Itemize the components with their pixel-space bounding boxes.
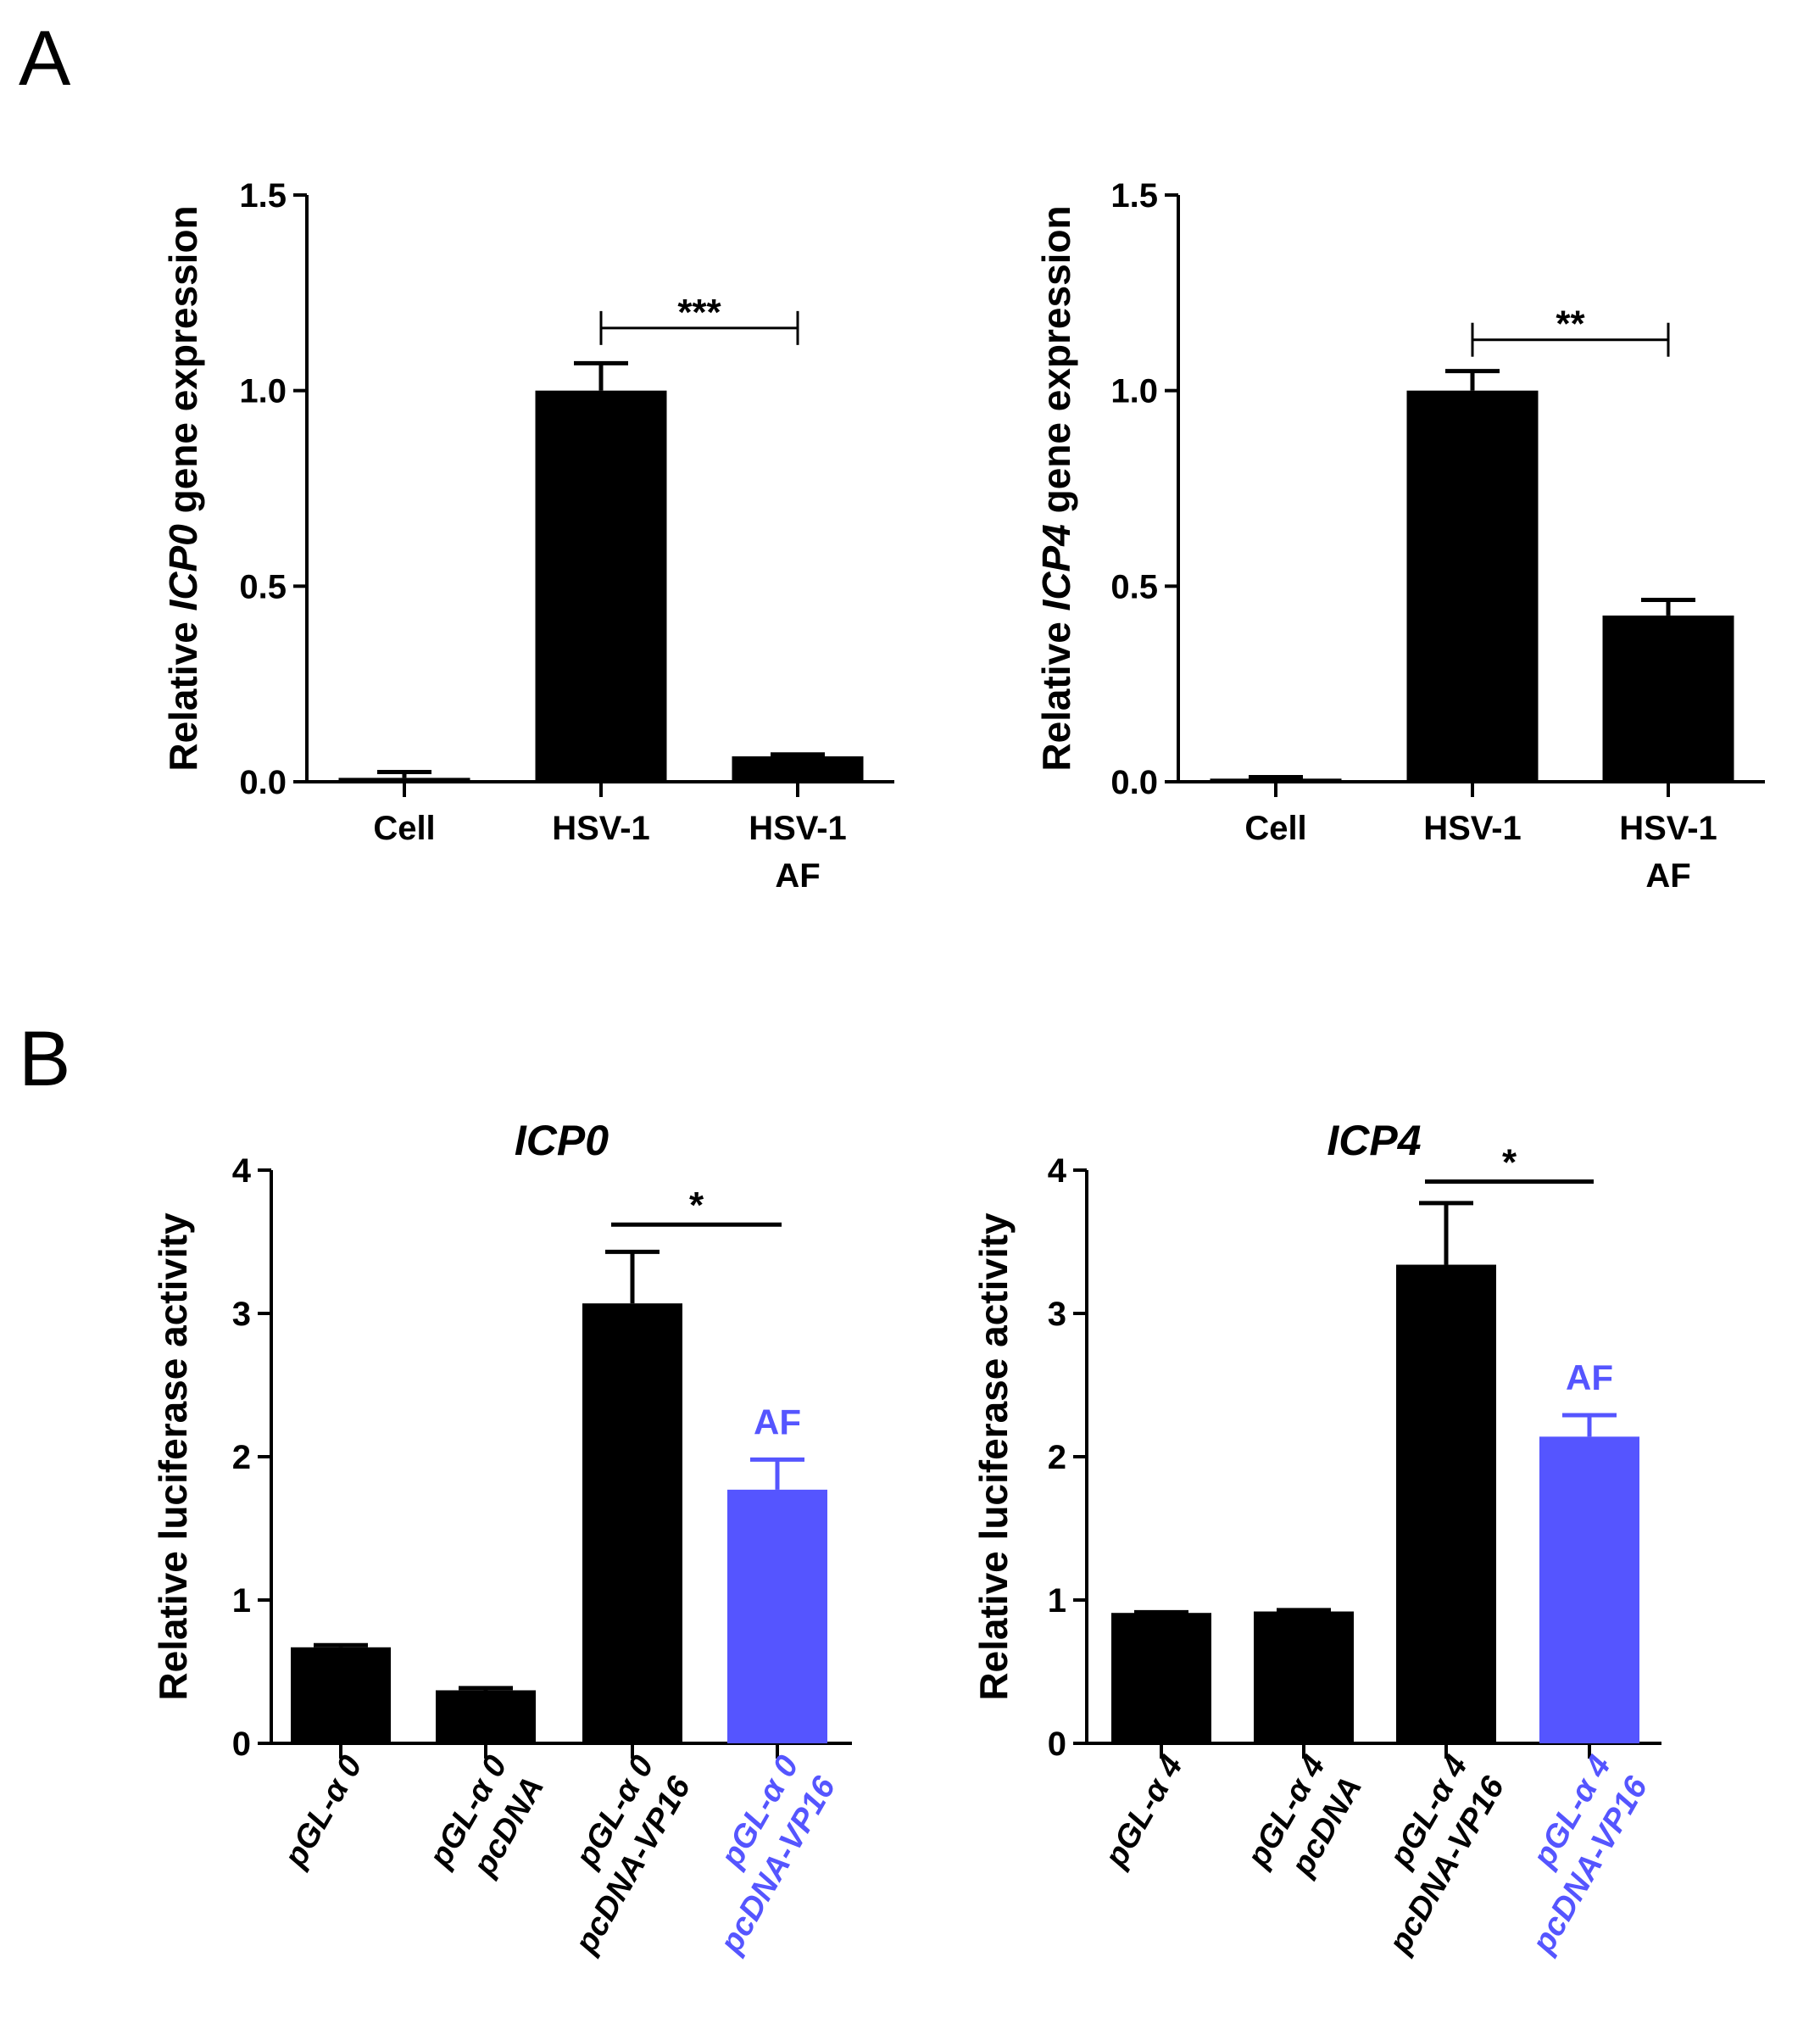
chart-title: ICP4 xyxy=(1327,1117,1421,1164)
panel-label-a: A xyxy=(19,15,71,102)
chart-icp4-luciferase: 0 1 2 3 4 Relative luciferase activity ICP4 pGL… xyxy=(971,1117,1661,1960)
chart-icp0-luciferase: 0 1 2 3 4 Relative luciferase activity ICP0 pGL… xyxy=(151,1117,852,1960)
bar xyxy=(1210,778,1342,782)
y-axis-label: Relative luciferase activity xyxy=(971,1213,1016,1701)
y-tick-label: 0.5 xyxy=(239,568,287,605)
y-tick-label: 0.0 xyxy=(1110,764,1158,801)
y-tick-label: 2 xyxy=(1048,1439,1066,1476)
y-tick-label: 4 xyxy=(232,1152,252,1190)
bar xyxy=(1406,390,1539,782)
y-tick-label: 0.0 xyxy=(239,764,287,801)
x-category-line: AF xyxy=(1645,857,1690,895)
y-axis-label: Relative ICP4 gene expression xyxy=(1034,205,1078,771)
x-category-label: Cell xyxy=(1244,810,1306,847)
bar xyxy=(338,778,470,782)
y-axis-label-part: gene expression xyxy=(1034,205,1078,524)
panel-label-b: B xyxy=(19,1016,70,1102)
bar xyxy=(582,1303,682,1743)
bar-annotation: AF xyxy=(1566,1358,1613,1397)
chart-icp0-gene-expression: 0.0 0.5 1.0 1.5 Relative ICP0 gene expressio… xyxy=(161,177,894,895)
x-category-label: HSV-1 xyxy=(552,810,650,847)
y-axis-label-part: Relative luciferase activity xyxy=(971,1213,1016,1701)
x-category-line: HSV-1 xyxy=(749,810,847,847)
y-tick-label: 0.5 xyxy=(1110,568,1158,605)
x-category-line: pGL-α 4 xyxy=(1098,1750,1190,1874)
x-category-line: HSV-1 xyxy=(552,810,650,847)
y-axis-label-part: Relative xyxy=(1034,610,1078,771)
y-axis-label-part: ICP4 xyxy=(1034,524,1078,610)
y-axis-label: Relative ICP0 gene expression xyxy=(161,205,205,771)
x-category-label: HSV-1 AF xyxy=(1619,810,1717,895)
x-category-line: AF xyxy=(775,857,820,895)
x-category-line: Cell xyxy=(373,810,435,847)
x-category-label: pGL-α 4pcDNA-VP16 xyxy=(1489,1749,1656,1960)
significance-label: *** xyxy=(677,292,721,333)
x-category-label: HSV-1 xyxy=(1423,810,1522,847)
y-tick-label: 4 xyxy=(1048,1152,1067,1190)
x-category-line: Cell xyxy=(1244,810,1306,847)
bar xyxy=(291,1647,391,1743)
y-tick-label: 3 xyxy=(232,1296,251,1333)
chart-title: ICP0 xyxy=(515,1117,609,1164)
x-category-label: Cell xyxy=(373,810,435,847)
bar xyxy=(436,1690,536,1743)
bar xyxy=(1539,1436,1639,1743)
y-tick-label: 1 xyxy=(232,1582,251,1620)
y-tick-label: 0 xyxy=(232,1726,251,1763)
x-category-line: HSV-1 xyxy=(1423,810,1522,847)
y-axis-label: Relative luciferase activity xyxy=(151,1213,195,1701)
bar xyxy=(535,390,667,782)
x-category-label: pGL-α 0pcDNA xyxy=(422,1750,551,1895)
x-category-label: pGL-α 0pcDNA-VP16 xyxy=(532,1749,699,1960)
bar-annotation: AF xyxy=(754,1402,801,1441)
bar xyxy=(732,756,864,782)
y-tick-label: 1.5 xyxy=(1110,177,1158,215)
significance-label: * xyxy=(1502,1142,1517,1184)
y-tick-label: 0 xyxy=(1048,1726,1066,1763)
x-category-line: HSV-1 xyxy=(1619,810,1717,847)
bar xyxy=(1254,1611,1354,1743)
y-tick-label: 3 xyxy=(1048,1296,1066,1333)
x-category-label: HSV-1 AF xyxy=(749,810,847,895)
y-tick-label: 1.0 xyxy=(239,373,287,410)
x-category-label: pGL-α 4pcDNA xyxy=(1240,1750,1369,1895)
x-category-label: pGL-α 0pcDNA-VP16 xyxy=(676,1749,843,1960)
significance-label: * xyxy=(689,1185,704,1226)
y-axis-label-part: gene expression xyxy=(161,205,205,524)
x-category-label: pGL-α 0 xyxy=(277,1750,370,1874)
chart-icp4-gene-expression: 0.0 0.5 1.0 1.5 Relative ICP4 gene expressio… xyxy=(1034,177,1765,895)
y-axis-label-part: ICP0 xyxy=(161,524,205,611)
y-axis-label-part: Relative luciferase activity xyxy=(151,1213,195,1701)
y-tick-label: 2 xyxy=(232,1439,251,1476)
bar xyxy=(727,1489,827,1743)
y-tick-label: 1 xyxy=(1048,1582,1066,1620)
bar xyxy=(1111,1613,1211,1743)
x-category-line: pGL-α 0 xyxy=(277,1750,370,1874)
x-category-label: pGL-α 4pcDNA-VP16 xyxy=(1345,1749,1512,1960)
y-axis-label-part: Relative xyxy=(161,610,205,771)
significance-label: ** xyxy=(1556,304,1585,345)
bar xyxy=(1396,1264,1496,1743)
y-tick-label: 1.0 xyxy=(1110,373,1158,410)
x-category-label: pGL-α 4 xyxy=(1098,1750,1190,1874)
y-tick-label: 1.5 xyxy=(239,177,287,215)
bar xyxy=(1602,615,1734,782)
